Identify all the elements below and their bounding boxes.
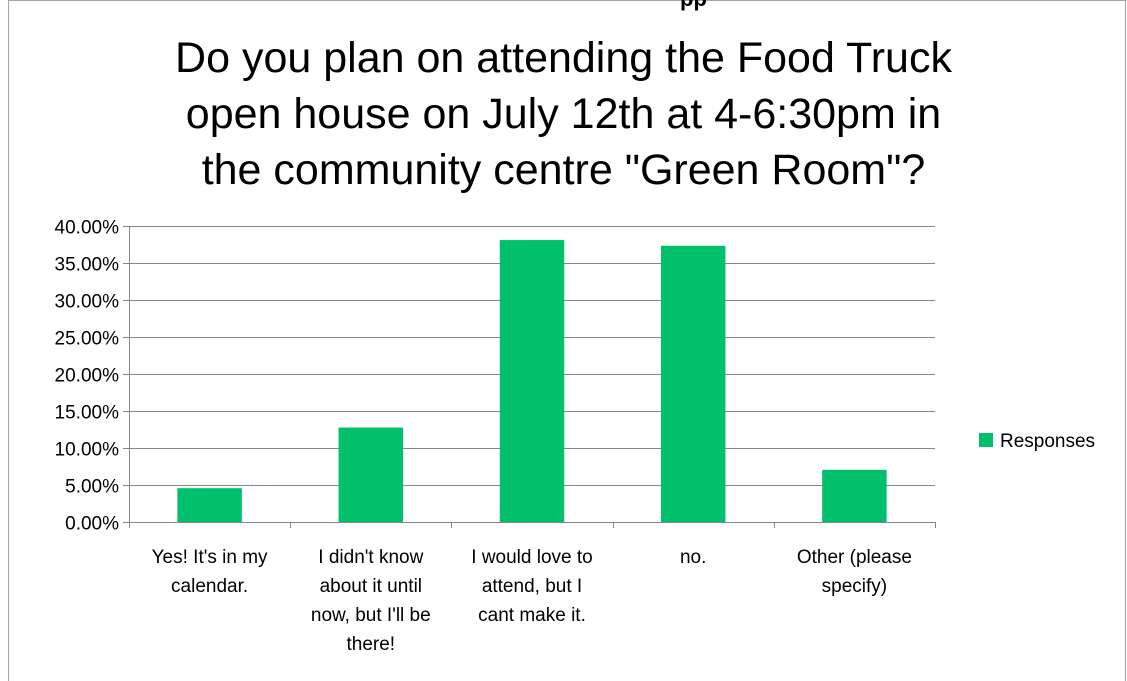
y-tick-label: 30.00% — [55, 292, 120, 313]
x-tick-label: calendar. — [171, 576, 248, 597]
chart-title-line-3: the community centre "Green Room"? — [201, 146, 926, 194]
x-tick-label: attend, but I — [482, 576, 582, 597]
bar — [177, 488, 242, 522]
x-tick-label: cant make it. — [478, 605, 586, 626]
y-tick-label: 5.00% — [65, 477, 119, 498]
x-tick-label: I would love to — [471, 547, 592, 568]
x-tick-label: there! — [347, 634, 396, 655]
legend-label-responses: Responses — [1000, 431, 1095, 452]
y-tick-label: 15.00% — [55, 403, 120, 424]
x-tick-label: I didn't know — [318, 547, 423, 568]
bars — [177, 240, 887, 522]
y-tick-label: 40.00% — [55, 218, 120, 239]
y-tick-label: 10.00% — [55, 440, 120, 461]
chart-title-line-2: open house on July 12th at 4-6:30pm in — [185, 90, 942, 138]
legend: Responses — [979, 431, 1095, 452]
x-tick-labels: Yes! It's in my calendar. I didn't know abo… — [152, 547, 912, 655]
x-tick-label: Yes! It's in my — [152, 547, 268, 568]
bar — [822, 469, 887, 522]
x-tick-label: specify) — [822, 576, 887, 597]
x-tick-label: about it until — [320, 576, 422, 597]
chart-title-line-1: Do you plan on attending the Food Truck — [175, 34, 952, 82]
bar — [660, 245, 726, 522]
chart-frame — [8, 0, 1126, 681]
y-tick-label: 25.00% — [55, 329, 120, 350]
bar — [338, 427, 404, 522]
y-tick-label: 20.00% — [55, 366, 120, 387]
legend-swatch — [979, 433, 993, 447]
bar — [499, 240, 565, 522]
clipped-top-text: pp — [680, 0, 707, 12]
x-tick-label: now, but I'll be — [311, 605, 431, 626]
x-tick-label: Other (please — [797, 547, 912, 568]
axes — [129, 226, 936, 528]
y-tick-label: 0.00% — [65, 514, 119, 535]
x-tick-label: no. — [680, 547, 706, 568]
y-tick-label: 35.00% — [55, 255, 120, 276]
y-tick-labels: 0.00% 5.00% 10.00% 15.00% 20.00% 25.00% 30.00%… — [55, 218, 120, 535]
chart-title: Do you plan on attending the Food Truck … — [0, 30, 1127, 198]
